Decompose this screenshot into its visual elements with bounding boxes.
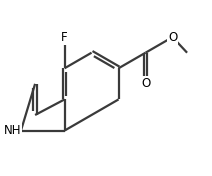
Text: F: F [61, 31, 68, 44]
Text: O: O [168, 31, 177, 44]
Text: NH: NH [3, 124, 21, 137]
Text: O: O [141, 77, 150, 90]
